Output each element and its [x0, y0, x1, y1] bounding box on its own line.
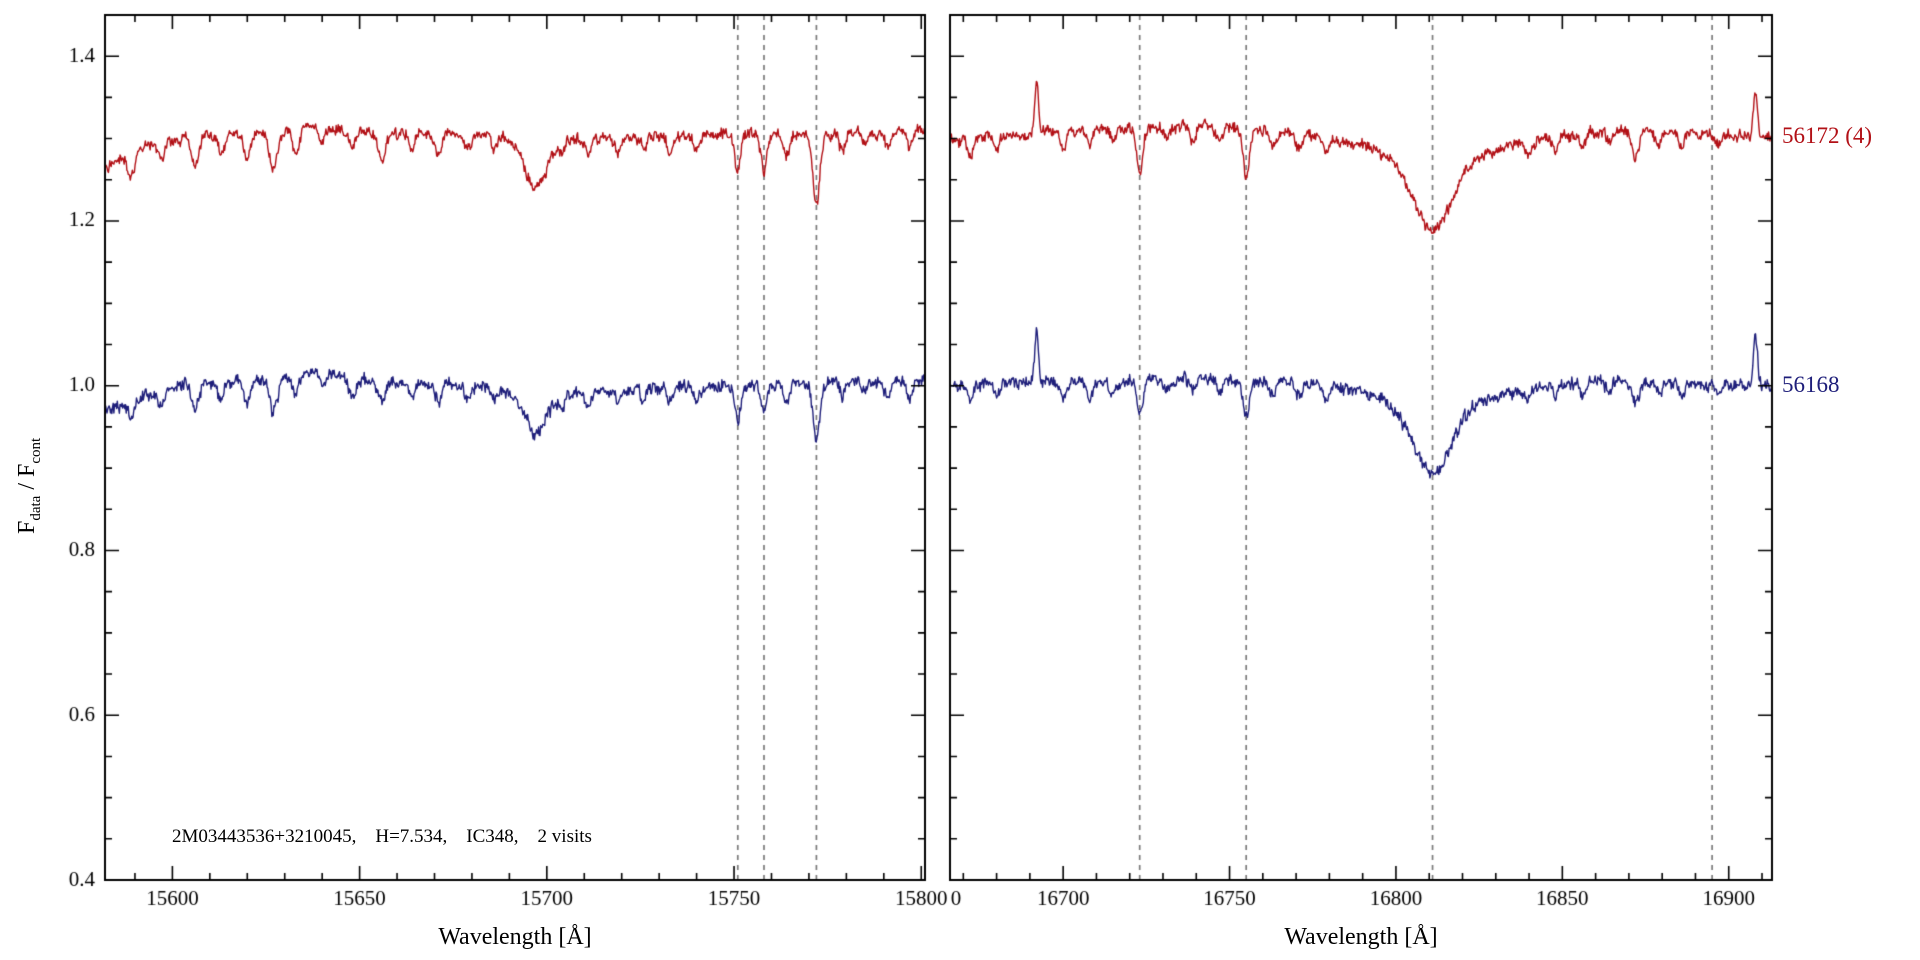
- series-label-mjd-56168: 56168: [1782, 371, 1840, 397]
- x-axis-label-right: Wavelength [Å]: [1284, 924, 1438, 950]
- series-label-mjd-56172: 56172 (4): [1782, 122, 1873, 148]
- target-annotation: 2M03443536+3210045, H=7.534, IC348, 2 vi…: [172, 826, 592, 847]
- x-axis-label-left: Wavelength [Å]: [438, 924, 592, 950]
- y-axis-label: Fdata / Fcont: [14, 437, 44, 534]
